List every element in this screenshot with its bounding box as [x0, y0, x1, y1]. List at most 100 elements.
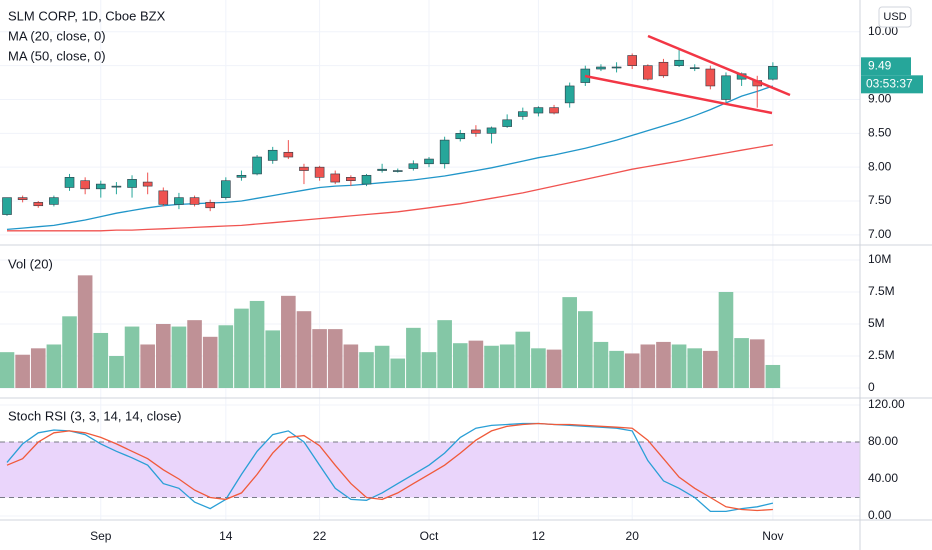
volume-bar	[15, 354, 30, 389]
volume-bar	[234, 308, 249, 389]
volume-bar	[77, 275, 93, 389]
volume-bar	[46, 344, 62, 389]
candle-body	[174, 197, 184, 205]
volume-bar	[62, 316, 77, 389]
candle-body	[424, 158, 434, 165]
candle-body	[49, 197, 59, 205]
labels: Sep1422Oct1220Nov7.007.508.008.509.009.5…	[90, 24, 923, 543]
volume-bar	[218, 325, 234, 389]
candle-body	[221, 180, 231, 198]
volume-bar	[562, 297, 577, 389]
candle-body	[377, 168, 387, 171]
volume-bar	[124, 326, 140, 389]
volume-bar	[749, 339, 765, 389]
candle-body	[111, 185, 122, 188]
candle-body	[158, 190, 169, 205]
volume-title: Vol (20)	[8, 256, 53, 271]
candle-body	[768, 66, 778, 80]
volume-bar	[687, 348, 703, 389]
candle-body	[439, 139, 450, 165]
candle-body	[721, 75, 731, 100]
y-tick-label: 80.00	[868, 434, 898, 448]
candle-body	[611, 66, 622, 69]
y-tick-label: 7.50	[868, 193, 892, 207]
y-tick-label: 5M	[868, 316, 885, 330]
candle-body	[330, 173, 341, 183]
volume-bar	[249, 300, 265, 389]
volume-bar	[499, 344, 515, 389]
candle-body	[64, 177, 75, 188]
volume-bar	[531, 348, 546, 389]
volume-bar	[359, 352, 374, 389]
candle-body	[643, 65, 653, 80]
countdown-label: 03:53:37	[866, 76, 913, 90]
candle-body	[455, 133, 466, 140]
candle-body	[392, 170, 403, 172]
volume-bar	[718, 291, 734, 389]
volume-bar	[171, 326, 187, 389]
y-tick-label: 0	[868, 380, 875, 394]
x-tick-label: Oct	[420, 529, 439, 543]
candle-body	[80, 180, 90, 190]
candle-body	[346, 177, 356, 182]
candle-body	[2, 197, 12, 215]
candle-body	[252, 156, 262, 175]
stoch-band	[0, 442, 860, 498]
volume-bar	[593, 341, 609, 389]
last-price-label: 9.49	[868, 58, 892, 72]
y-tick-label: 7.00	[868, 227, 892, 241]
candle-body	[596, 66, 606, 70]
candle-body	[517, 111, 528, 117]
candle-body	[267, 149, 278, 161]
candle-body	[549, 107, 559, 114]
countdown-box	[861, 75, 923, 94]
volume-bar	[202, 336, 218, 389]
y-tick-label: 0.00	[868, 508, 892, 522]
trend-line	[647, 34, 791, 97]
volume-bar	[765, 364, 781, 389]
indicator-line	[6, 85, 774, 231]
volume-bar	[109, 356, 124, 389]
candle-body	[189, 197, 200, 205]
candle-body	[236, 174, 247, 178]
candle-body	[471, 129, 481, 134]
candle-body	[127, 179, 137, 188]
indicator-legend: MA (20, close, 0)	[8, 28, 106, 43]
volume-bar	[406, 327, 421, 389]
volume-bar	[703, 350, 718, 389]
currency-button[interactable]	[878, 6, 912, 28]
stoch-title: Stoch RSI (3, 3, 14, 14, close)	[8, 408, 181, 423]
volume-bar	[312, 329, 327, 389]
volume-bar	[140, 344, 155, 389]
candle-body	[95, 183, 106, 190]
volume-bar	[609, 350, 624, 389]
candle-body	[142, 181, 153, 187]
symbol-title: SLM CORP, 1D, Cboe BZX	[8, 8, 166, 23]
candle-body	[408, 163, 419, 169]
volume-bar	[437, 320, 452, 389]
volume-bar	[296, 311, 312, 389]
volume-bar	[671, 344, 687, 389]
trend-line	[584, 74, 773, 115]
y-tick-label: 2.5M	[868, 348, 895, 362]
y-tick-label: 40.00	[868, 471, 898, 485]
volume-bar	[374, 345, 390, 389]
candle-body	[564, 85, 575, 104]
candle-body	[486, 127, 497, 134]
x-tick-label: 12	[532, 529, 546, 543]
candle-body	[361, 174, 372, 185]
candle-body	[674, 59, 684, 66]
last-price-box	[861, 57, 911, 76]
candle-body	[658, 61, 669, 77]
candle-body	[283, 151, 294, 158]
x-tick-label: 20	[626, 529, 640, 543]
x-tick-label: Sep	[90, 529, 112, 543]
candle-body	[705, 68, 716, 87]
currency-label: USD	[883, 11, 906, 23]
volume-bar	[265, 330, 281, 389]
volume-bar	[187, 320, 202, 389]
volume-bar	[640, 344, 656, 389]
candle-body	[689, 67, 700, 69]
volume-bar	[452, 343, 468, 389]
